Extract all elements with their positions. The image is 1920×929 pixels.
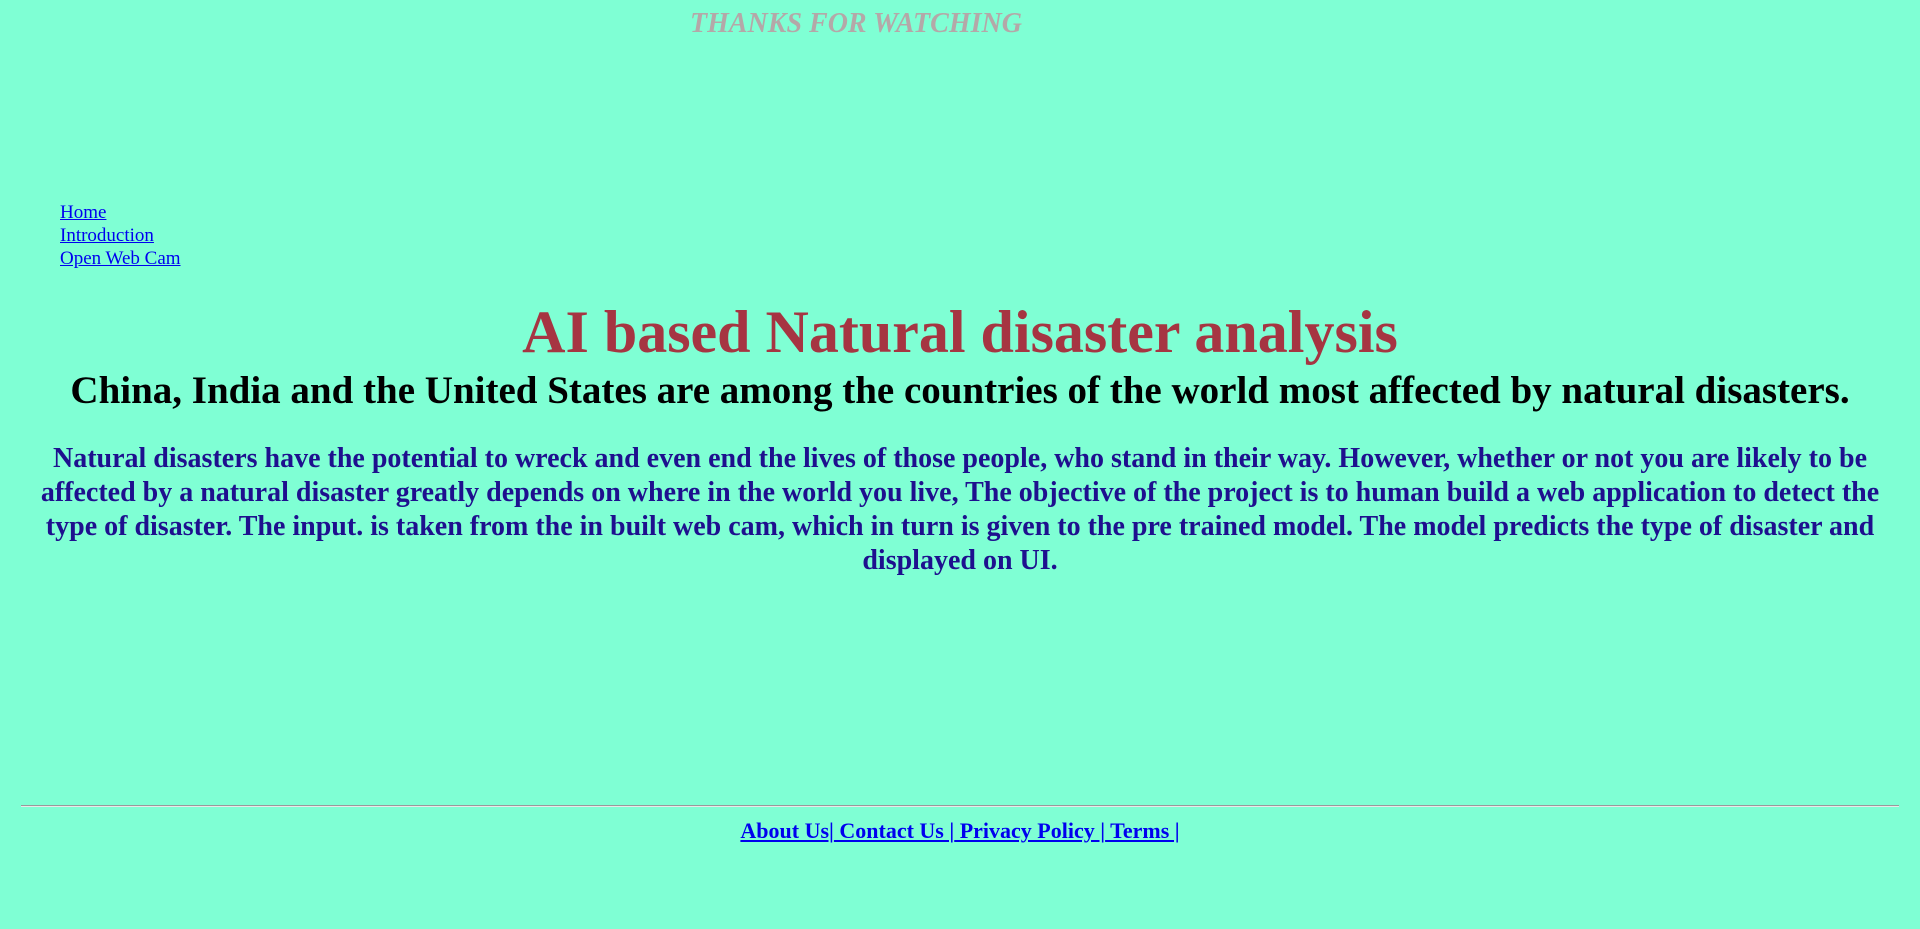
project-description: Natural disasters have the potential to … — [40, 443, 1880, 576]
nav-link-introduction[interactable]: Introduction — [60, 225, 154, 246]
footer-link-about-us[interactable]: About Us| — [740, 818, 834, 843]
footer-link-privacy-policy[interactable]: Privacy Policy | — [954, 818, 1106, 843]
footer-link-terms[interactable]: Terms | — [1105, 818, 1180, 843]
footer-link-contact-us[interactable]: Contact Us | — [833, 818, 955, 843]
footer-divider — [21, 805, 1899, 807]
footer-links: About Us| Contact Us | Privacy Policy | … — [0, 817, 1920, 845]
nav-link-home[interactable]: Home — [60, 202, 107, 223]
marquee-banner: THANKS FOR WATCHING — [690, 8, 1022, 39]
nav-link-open-web-cam[interactable]: Open Web Cam — [60, 248, 181, 269]
page-subtitle: China, India and the United States are a… — [70, 369, 1850, 412]
page-title: AI based Natural disaster analysis — [522, 299, 1398, 365]
nav-menu: Home Introduction Open Web Cam — [60, 201, 181, 270]
